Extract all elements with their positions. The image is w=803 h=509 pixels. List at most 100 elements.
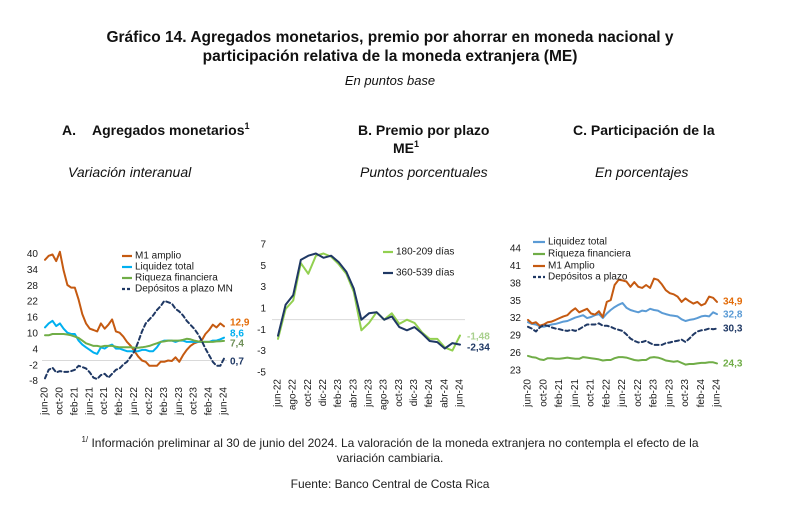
- legend-label: 360-539 días: [396, 268, 454, 279]
- panel-c-subtitle: En porcentajes: [595, 164, 689, 180]
- x-tick-label: jun-22: [617, 379, 628, 408]
- y-tick-label: 16: [27, 313, 39, 324]
- y-tick-label: -3: [257, 346, 266, 357]
- y-tick-label: -8: [29, 376, 38, 387]
- panel-c-title-text: Participación de la: [590, 122, 715, 138]
- x-tick-label: oct-22: [633, 379, 644, 407]
- x-tick-label: jun-24: [455, 379, 466, 408]
- figure-title-line-2: participación relativa de la moneda extr…: [202, 48, 578, 65]
- figure-title-line-1: Gráfico 14. Agregados monetarios, premio…: [106, 29, 674, 46]
- y-tick-label: 38: [510, 278, 522, 289]
- panel-b-title-line-2-text: ME: [393, 140, 414, 156]
- x-tick-label: dic-23: [409, 379, 420, 407]
- end-value-label: 7,4: [230, 339, 244, 350]
- series-line-360-539-dias: [277, 252, 461, 350]
- x-tick-label: dic-22: [318, 379, 329, 407]
- panel-c-label: C.: [573, 122, 587, 138]
- x-tick-label: oct-22: [303, 379, 314, 407]
- y-tick-label: 10: [27, 329, 39, 340]
- x-tick-label: oct-23: [394, 379, 405, 407]
- panel-a-label: A.: [62, 122, 76, 138]
- end-value-label: 8,6: [230, 329, 244, 340]
- y-tick-label: 3: [260, 282, 266, 293]
- x-tick-label: oct-22: [144, 387, 155, 415]
- x-tick-label: feb-24: [204, 387, 215, 416]
- end-value-label: 32,8: [723, 310, 743, 321]
- y-tick-label: 32: [510, 313, 522, 324]
- y-tick-label: 22: [27, 297, 39, 308]
- x-tick-label: oct-23: [680, 379, 691, 407]
- panel-b-subtitle: Puntos porcentuales: [360, 164, 488, 180]
- legend-label: Depósitos a plazo MN: [135, 284, 233, 295]
- x-tick-label: feb-21: [554, 379, 565, 408]
- panel-a-title-text: Agregados monetarios: [92, 122, 245, 138]
- series-line-180-209-dias: [277, 252, 461, 352]
- x-tick-label: abr-23: [348, 379, 359, 408]
- x-tick-label: jun-23: [664, 379, 675, 408]
- series-line-depositos-a-plazo: [527, 322, 718, 346]
- x-tick-label: jun-21: [84, 387, 95, 416]
- panel-a-subtitle: Variación interanual: [68, 164, 192, 180]
- x-tick-label: feb-21: [69, 387, 80, 416]
- x-tick-label: feb-23: [333, 379, 344, 408]
- end-value-label: 34,9: [723, 297, 743, 308]
- y-tick-label: 35: [510, 296, 522, 307]
- x-tick-label: jun-24: [712, 379, 723, 408]
- y-tick-label: 7: [260, 240, 266, 251]
- chart-b: 7 5 3 1 -1 -3 -5 jun-22 ago-22 oct-22 dic-22 feb-23…: [257, 240, 490, 411]
- panel-b-title-text: Premio por plazo: [375, 122, 490, 138]
- y-tick-label: 44: [510, 244, 522, 255]
- legend-label: Liquidez total: [135, 262, 194, 273]
- x-tick-label: oct-20: [54, 387, 65, 415]
- x-tick-label: jun-22: [273, 379, 284, 408]
- y-tick-label: -5: [257, 368, 266, 379]
- x-tick-label: ago-23: [379, 379, 390, 411]
- series-line-liquidez-total: [527, 302, 718, 328]
- footnote-text: Información preliminar al 30 de junio de…: [88, 436, 699, 450]
- x-tick-label: jun-20: [40, 387, 51, 416]
- source-note: Fuente: Banco Central de Costa Rica: [290, 477, 490, 491]
- x-tick-label: oct-21: [586, 379, 597, 407]
- figure-subtitle: En puntos base: [344, 73, 436, 88]
- y-tick-label: 5: [260, 261, 266, 272]
- y-tick-label: 29: [510, 331, 522, 342]
- footnote-marker: 1/: [81, 435, 89, 444]
- panel-b-title-line-2: ME1: [393, 139, 419, 157]
- legend-label: Depósitos a plazo: [548, 272, 628, 283]
- legend-label: 180-209 días: [396, 247, 454, 258]
- x-tick-label: jun-22: [129, 387, 140, 416]
- legend-label: Riqueza financiera: [135, 273, 218, 284]
- end-value-label: 12,9: [230, 318, 250, 329]
- y-tick-label: 1: [260, 304, 266, 315]
- x-tick-label: feb-22: [114, 387, 125, 416]
- series-line-riqueza-financiera: [44, 333, 225, 349]
- footnote-line-2: variación cambiaria.: [336, 451, 444, 465]
- panel-c-title: C. Participación de la: [573, 121, 715, 139]
- end-value-label: 24,3: [723, 359, 743, 370]
- x-tick-label: feb-22: [601, 379, 612, 408]
- y-tick-label: 28: [27, 281, 39, 292]
- y-tick-label: 23: [510, 366, 522, 377]
- x-tick-label: jun-21: [570, 379, 581, 408]
- panel-a-title-superscript: 1: [244, 121, 250, 131]
- end-value-label: -1,48: [467, 332, 490, 343]
- x-tick-label: jun-23: [364, 379, 375, 408]
- series-line-depositos-a-plazo-mn: [44, 299, 225, 380]
- end-value-label: 0,7: [230, 357, 244, 368]
- y-tick-label: 4: [32, 344, 38, 355]
- x-tick-label: oct-23: [189, 387, 200, 415]
- x-tick-label: oct-20: [538, 379, 549, 407]
- end-value-label: -2,34: [467, 343, 490, 354]
- panel-b-label: B.: [358, 122, 372, 138]
- x-tick-label: jun-23: [174, 387, 185, 416]
- legend-label: M1 Amplio: [548, 261, 595, 272]
- y-tick-label: 34: [27, 265, 39, 276]
- y-tick-label: -1: [257, 325, 266, 336]
- y-tick-label: 41: [510, 261, 522, 272]
- panel-b-title: B. Premio por plazo: [358, 121, 489, 139]
- x-tick-label: abr-24: [439, 379, 450, 408]
- x-tick-label: ago-22: [288, 379, 299, 411]
- panel-a-title: A. Agregados monetarios1: [62, 121, 250, 139]
